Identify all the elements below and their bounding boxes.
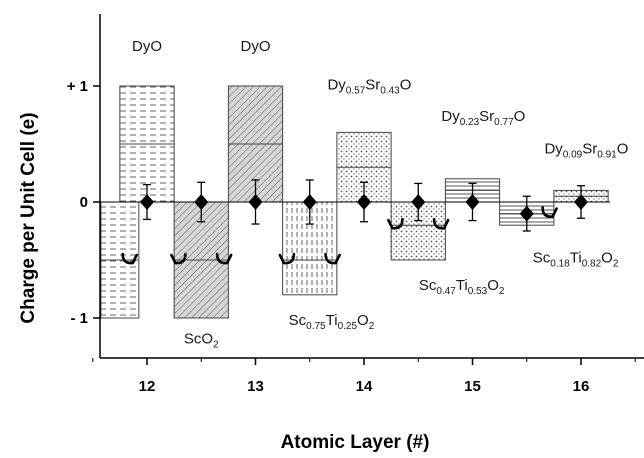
label-dy057: Dy0.57Sr0.43O [327,76,411,96]
y-tick-label-0: + 1 [67,78,88,95]
label-sc018: Sc0.18Ti0.82O2 [533,249,619,269]
data-point-7 [519,205,534,222]
data-point-8 [574,194,588,210]
hook-arrow-3 [278,252,296,265]
x-axis-title: Atomic Layer (#) [281,432,430,453]
label-dy009: Dy0.09Sr0.91O [544,140,628,160]
hook-arrow-1 [170,252,187,265]
y-tick-label-2: - 1 [70,310,88,327]
label-dy023: Dy0.23Sr0.77O [441,108,525,128]
x-tick-label-4: 16 [573,378,590,395]
hook-arrow-4 [324,252,341,265]
hook-arrow-5 [387,217,404,230]
hook-arrow-0 [121,252,139,265]
x-tick-label-3: 15 [464,378,481,395]
labels-layer: DyO DyO ScO2 Sc0.75Ti0.25O2 Dy0.57Sr0.43O Dy0… [132,38,628,350]
hook-arrow-7 [541,206,558,218]
data-point-5 [411,194,426,210]
label-sc075: Sc0.75Ti0.25O2 [289,312,375,332]
y-axis-title: Charge per Unit Cell (e) [18,112,39,323]
x-tick-label-0: 12 [139,378,156,395]
label-sco2: ScO2 [184,331,219,351]
data-point-3 [302,194,317,210]
hook-arrow-6 [432,217,450,230]
label-dyo-1: DyO [132,38,162,55]
label-sc047: Sc0.47Ti0.53O2 [419,277,505,297]
data-point-4 [357,194,371,210]
data-point-1 [194,194,209,210]
hooks-layer [121,206,558,265]
x-tick-label-2: 14 [356,378,373,395]
data-point-6 [465,194,480,210]
y-tick-label-1: 0 [80,194,88,211]
points-layer [140,179,588,232]
hook-arrow-2 [215,252,233,265]
data-point-0 [140,194,154,210]
label-dyo-2: DyO [241,38,271,55]
axes-layer: + 1 0 - 1 12 13 14 15 16 [67,14,644,395]
x-tick-label-1: 13 [247,378,264,395]
data-point-2 [248,194,263,210]
